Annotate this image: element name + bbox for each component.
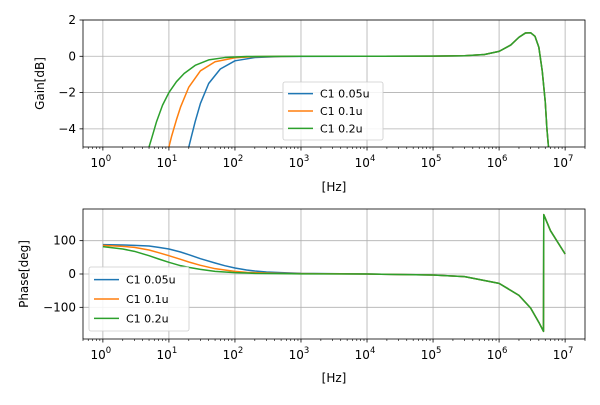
tick-label-x: 102 — [223, 346, 244, 362]
tick-label-x-base: 10 — [487, 348, 502, 362]
tick-label-x-exp: 1 — [172, 346, 177, 356]
tick-label-x-base: 10 — [157, 156, 172, 170]
tick-label-x-exp: 4 — [370, 154, 375, 164]
tick-label-x-exp: 2 — [238, 154, 243, 164]
tick-label-x-base: 10 — [289, 348, 304, 362]
tick-label-x-base: 10 — [289, 156, 304, 170]
tick-label-x-base: 10 — [91, 156, 106, 170]
tick-label-x-exp: 0 — [106, 346, 111, 356]
legend-label: C1 0.1u — [126, 293, 169, 306]
tick-label-x-base: 10 — [421, 348, 436, 362]
tick-label-y: −2 — [58, 86, 76, 100]
tick-label-x: 100 — [91, 154, 112, 170]
tick-label-y: −100 — [43, 300, 76, 314]
tick-label-x: 106 — [487, 346, 508, 362]
y-axis-label: Gain[dB] — [33, 57, 47, 110]
tick-label-y: 0 — [68, 49, 76, 63]
tick-label-y: −4 — [58, 122, 76, 136]
tick-label-x-base: 10 — [355, 156, 370, 170]
tick-label-x-base: 10 — [553, 156, 568, 170]
tick-label-x-exp: 2 — [238, 346, 243, 356]
tick-label-x: 101 — [157, 154, 178, 170]
tick-label-x-exp: 1 — [172, 154, 177, 164]
tick-label-x-base: 10 — [355, 348, 370, 362]
tick-label-x-exp: 3 — [304, 346, 309, 356]
tick-label-x-base: 10 — [487, 156, 502, 170]
tick-label-x-base: 10 — [223, 348, 238, 362]
tick-label-x-exp: 7 — [568, 346, 573, 356]
tick-label-x: 104 — [355, 346, 376, 362]
tick-label-x: 102 — [223, 154, 244, 170]
legend: C1 0.05u C1 0.1u C1 0.2u — [282, 81, 384, 141]
gain-plot: 100 101 102 103 104 105 106 10720−2−4[Hz]Gain[d… — [33, 13, 586, 194]
tick-label-x-base: 10 — [157, 348, 172, 362]
tick-label-x-base: 10 — [553, 348, 568, 362]
tick-label-x: 106 — [487, 154, 508, 170]
tick-label-x-exp: 7 — [568, 154, 573, 164]
tick-label-y: 100 — [53, 234, 76, 248]
tick-label-x: 105 — [421, 154, 442, 170]
series-line-2 — [148, 31, 550, 147]
tick-label-x: 101 — [157, 346, 178, 362]
tick-label-x-exp: 5 — [436, 154, 441, 164]
tick-label-x: 100 — [91, 346, 112, 362]
legend-label: C1 0.05u — [320, 88, 370, 101]
tick-label-x: 103 — [289, 346, 310, 362]
tick-label-x-exp: 4 — [370, 346, 375, 356]
legend-label: C1 0.1u — [320, 105, 363, 118]
tick-label-x: 104 — [355, 154, 376, 170]
legend-box — [88, 266, 190, 332]
tick-label-x-base: 10 — [421, 156, 436, 170]
tick-label-x-exp: 0 — [106, 154, 111, 164]
tick-label-x: 107 — [553, 154, 574, 170]
y-axis-label: Phase[deg] — [17, 240, 31, 308]
tick-label-x-exp: 5 — [436, 346, 441, 356]
tick-label-x-exp: 6 — [502, 346, 507, 356]
axes-frame — [82, 19, 586, 148]
legend-label: C1 0.2u — [320, 122, 363, 135]
series-line-2 — [102, 213, 566, 333]
legend-label: C1 0.2u — [126, 312, 169, 325]
tick-label-x-base: 10 — [223, 156, 238, 170]
tick-label-y: 2 — [68, 13, 76, 27]
tick-label-x-base: 10 — [91, 348, 106, 362]
tick-label-x: 105 — [421, 346, 442, 362]
tick-label-x-exp: 6 — [502, 154, 507, 164]
legend-box — [282, 81, 384, 141]
legend: C1 0.05u C1 0.1u C1 0.2u — [88, 266, 190, 332]
tick-label-x: 107 — [553, 346, 574, 362]
tick-label-x-exp: 3 — [304, 154, 309, 164]
tick-label-x: 103 — [289, 154, 310, 170]
phase-plot: 100 101 102 103 104 105 106 1071000−100[Hz]Phas… — [17, 208, 586, 385]
tick-label-y: 0 — [68, 267, 76, 281]
legend-label: C1 0.05u — [126, 274, 176, 287]
x-axis-label: [Hz] — [322, 371, 347, 385]
x-axis-label: [Hz] — [322, 180, 347, 194]
